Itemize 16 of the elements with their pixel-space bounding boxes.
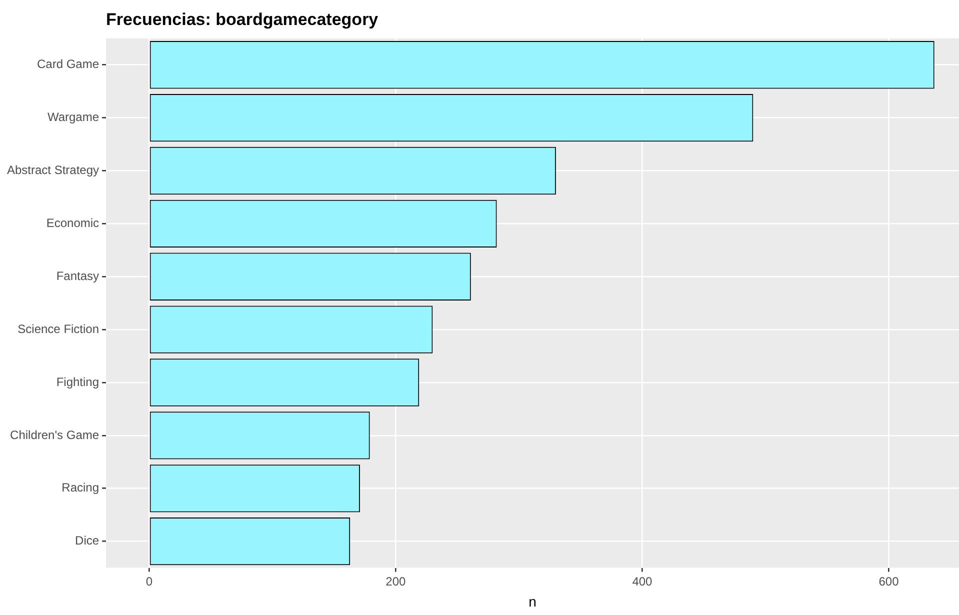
x-tick-label: 200 (386, 574, 406, 588)
chart-title: Frecuencias: boardgamecategory (106, 10, 379, 29)
y-tick-label: Fantasy (56, 268, 100, 283)
y-tick-label: Wargame (47, 110, 100, 124)
y-tick-label: Racing (62, 480, 100, 495)
y-tick-label: Science Fiction (18, 322, 100, 336)
x-axis-title: n (528, 593, 536, 610)
y-tick-label: Fighting (56, 374, 100, 389)
y-tick-label: Economic (46, 216, 100, 230)
x-tick-label: 0 (146, 574, 153, 588)
y-tick-label: Dice (75, 534, 100, 548)
y-tick-label: Children's Game (10, 428, 100, 442)
x-tick-label: 600 (878, 574, 900, 588)
x-tick-label: 400 (632, 574, 653, 588)
y-tick-label: Card Game (37, 57, 100, 72)
y-tick-label: Abstract Strategy (6, 163, 100, 178)
